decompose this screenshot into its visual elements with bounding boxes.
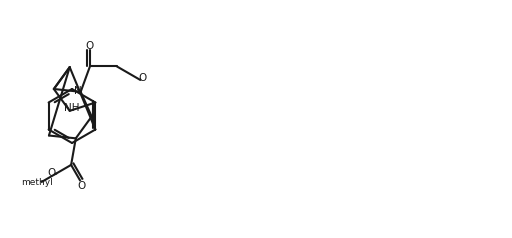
Text: O: O: [138, 73, 146, 83]
Text: O: O: [48, 168, 56, 178]
Text: NH: NH: [64, 103, 79, 113]
Text: O: O: [78, 181, 86, 191]
Text: N: N: [74, 86, 81, 96]
Text: O: O: [86, 41, 94, 51]
Text: methyl: methyl: [21, 178, 53, 187]
